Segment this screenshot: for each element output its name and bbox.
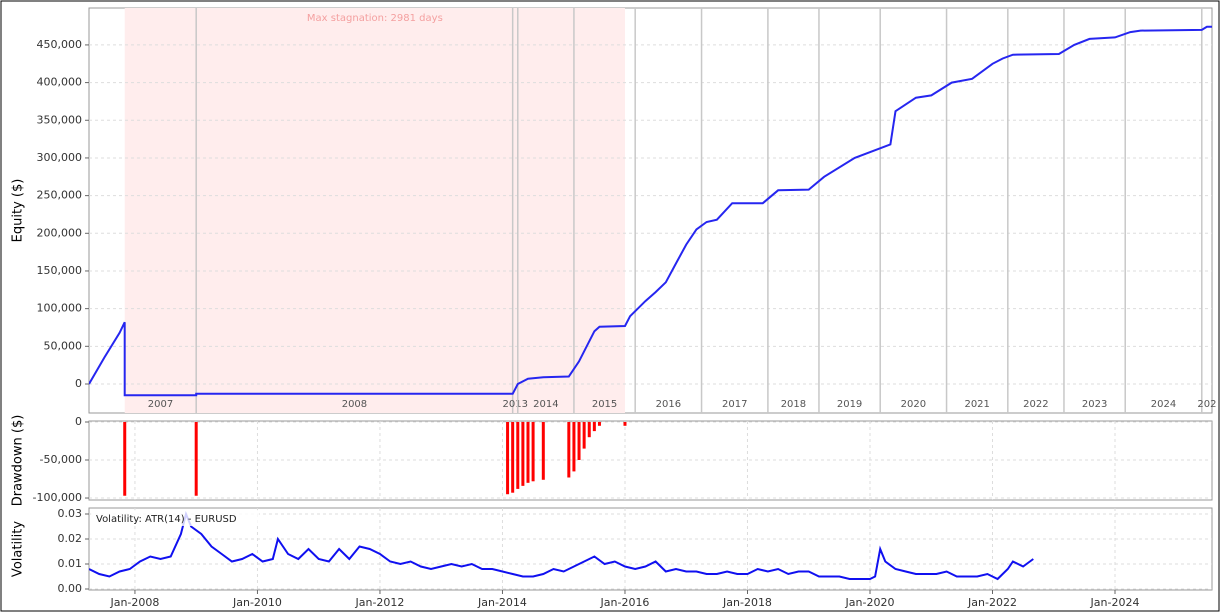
line (89, 25, 1212, 397)
bar (516, 421, 520, 489)
bar (511, 421, 515, 493)
y-tick-label: -50,000 (40, 453, 82, 466)
y-tick-label: 300,000 (37, 151, 83, 164)
y-tick-label: 150,000 (37, 264, 83, 277)
period-label: 2018 (781, 399, 806, 410)
period-label: 202 (1197, 399, 1216, 410)
x-tick-label: Jan-2014 (477, 596, 527, 609)
y-tick-label: 0 (75, 415, 82, 428)
x-tick-label: Jan-2018 (722, 596, 772, 609)
period-label: 2022 (1023, 399, 1048, 410)
x-tick-label: Jan-2010 (232, 596, 282, 609)
y-tick-label: 0.03 (58, 507, 83, 520)
y-axis-title: Volatility (11, 521, 26, 577)
panel: Max stagnation: 2981 days 2007 2008 2013 201… (88, 7, 1216, 414)
legend: Volatility: ATR(14) - EURUSD (96, 514, 237, 525)
y-tick-label: 350,000 (37, 113, 83, 126)
bar (582, 421, 586, 449)
y-tick-label: 0.00 (58, 582, 83, 595)
period-label: 2007 (148, 399, 173, 410)
stagnation-band (124, 8, 625, 413)
x-tick-label: Jan-2016 (600, 596, 650, 609)
bar (506, 421, 510, 495)
y-tick-label: 50,000 (44, 339, 83, 352)
period-label: 2023 (1082, 399, 1107, 410)
bar (623, 421, 627, 426)
x-tick-label: Jan-2022 (967, 596, 1017, 609)
x-tick-label: Jan-2020 (845, 596, 895, 609)
y-tick-label: 400,000 (37, 76, 83, 89)
y-tick-label: 250,000 (37, 189, 83, 202)
x-tick-label: Jan-2008 (109, 596, 159, 609)
bar (194, 421, 198, 496)
bar (597, 421, 601, 426)
period-label: 2017 (722, 399, 747, 410)
panel (88, 420, 1213, 501)
bar (577, 421, 581, 461)
y-tick-label: 450,000 (37, 38, 83, 51)
panel: Volatility: ATR(14) - EURUSD (88, 507, 1213, 591)
y-tick-label: -100,000 (33, 491, 82, 504)
y-tick-label: 0 (75, 377, 82, 390)
period-label: 2016 (656, 399, 681, 410)
period-label: 2021 (964, 399, 989, 410)
bar (592, 421, 596, 432)
y-axis-title: Drawdown ($) (11, 415, 26, 507)
bar (123, 421, 127, 496)
period-label: 2019 (837, 399, 862, 410)
stagnation-label: Max stagnation: 2981 days (307, 13, 443, 24)
y-tick-label: 0.01 (58, 557, 83, 570)
period-label: 2015 (592, 399, 617, 410)
x-tick-label: Jan-2024 (1090, 596, 1140, 609)
bar (572, 421, 576, 472)
bar (541, 421, 545, 480)
y-tick-label: 200,000 (37, 226, 83, 239)
bar (587, 421, 591, 438)
bar (567, 421, 571, 478)
bar (521, 421, 525, 486)
period-label: 2024 (1151, 399, 1176, 410)
x-tick-label: Jan-2012 (354, 596, 404, 609)
line (89, 510, 1034, 581)
period-label: 2020 (901, 399, 926, 410)
y-axis-title: Equity ($) (11, 179, 26, 243)
legend-box (91, 510, 259, 526)
period-label: 2008 (342, 399, 367, 410)
y-tick-label: 100,000 (37, 302, 83, 315)
y-tick-label: 0.02 (58, 532, 83, 545)
period-label: 2013 (503, 399, 528, 410)
period-label: 2014 (533, 399, 558, 410)
bar (526, 421, 530, 483)
bar (531, 421, 535, 482)
